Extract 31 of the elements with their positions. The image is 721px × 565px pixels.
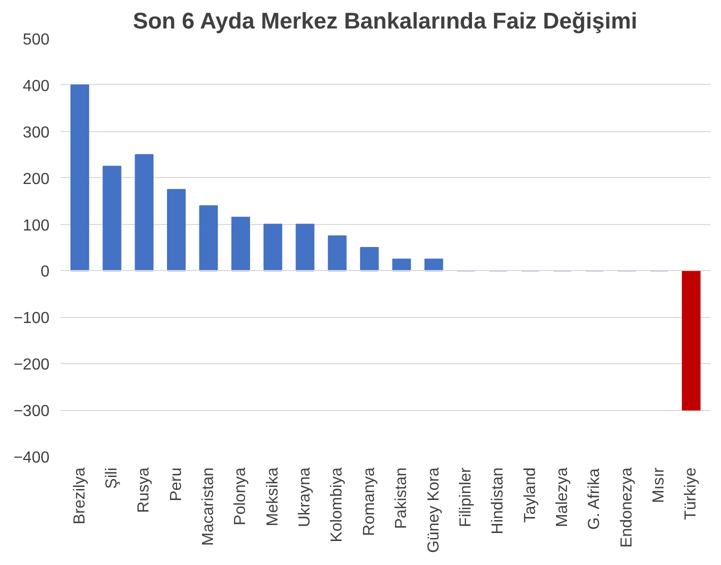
x-tick-label: Türkiye	[682, 467, 700, 520]
y-tick-label: −300	[13, 403, 50, 420]
chart-title: Son 6 Ayda Merkez Bankalarında Faiz Değişimi	[132, 8, 638, 34]
x-tick-label: Ukrayna	[296, 467, 314, 528]
x-tick-label: Şili	[103, 467, 120, 489]
x-tick-label: Filipinler	[457, 466, 474, 528]
x-tick-label: Peru	[168, 468, 185, 502]
x-tick-label: G. Afrika	[586, 468, 604, 530]
x-tick-label: Endonezya	[618, 467, 636, 548]
x-tick-label: Hindistan	[490, 468, 507, 534]
x-tick-label: Tayland	[522, 467, 539, 523]
x-tick-label: Macaristan	[200, 468, 218, 546]
x-tick-label: Mısır	[650, 466, 668, 504]
y-tick-label: 300	[22, 124, 50, 142]
x-tick-label: Meksika	[264, 467, 282, 526]
x-tick-label: Pakistan	[393, 467, 410, 529]
x-tick-label: Kolombiya	[328, 467, 346, 542]
x-tick-label: Brezilya	[71, 467, 88, 524]
x-tick-label: Güney Kora	[425, 467, 442, 553]
y-tick-label: −100	[13, 310, 50, 328]
x-tick-label: Romanya	[360, 467, 378, 536]
y-tick-label: 400	[22, 78, 50, 95]
y-tick-label: 200	[22, 170, 50, 188]
y-tick-label: 0	[40, 264, 50, 281]
y-tick-label: 500	[22, 32, 50, 48]
y-tick-label: 100	[22, 217, 50, 234]
x-tick-label: Malezya	[554, 467, 571, 528]
y-tick-label: −200	[13, 356, 50, 374]
x-tick-label: Polonya	[232, 467, 250, 526]
y-tick-label: −400	[13, 450, 50, 466]
x-tick-label: Rusya	[136, 467, 153, 513]
